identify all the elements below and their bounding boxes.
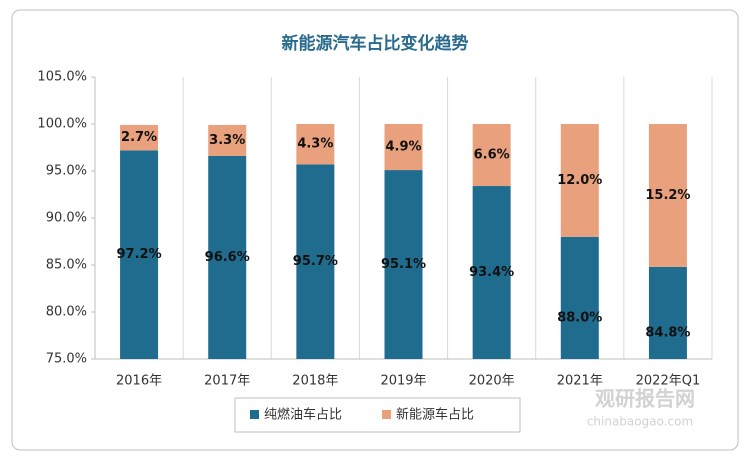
data-label: 97.2% (117, 247, 162, 262)
chart-title: 新能源汽车占比变化趋势 (282, 33, 469, 54)
x-tick-label: 2022年Q1 (636, 374, 701, 389)
bar-segment (208, 155, 247, 359)
y-tick-label: 85.0% (46, 258, 87, 273)
bar-segment (120, 124, 159, 151)
data-label: 88.0% (557, 310, 602, 325)
bar-segment (648, 266, 687, 359)
x-tick-label: 2018年 (292, 374, 338, 389)
data-label: 95.7% (293, 254, 338, 269)
bar-segment (384, 124, 423, 171)
data-label: 96.6% (205, 250, 250, 265)
y-tick-label: 95.0% (46, 164, 87, 179)
legend-label: 新能源车占比 (396, 407, 474, 423)
y-tick-label: 90.0% (46, 211, 87, 226)
x-tick-label: 2016年 (116, 374, 162, 389)
data-label: 84.8% (645, 325, 690, 340)
bar-segment (648, 124, 687, 267)
y-tick-label: 100.0% (37, 117, 87, 132)
bar-segment (296, 164, 335, 359)
bar-segment (208, 124, 247, 156)
data-label: 15.2% (645, 188, 690, 203)
bar-segment (560, 236, 599, 359)
bar-segment (472, 186, 511, 359)
bar-segment (472, 124, 511, 187)
bar-segment (120, 150, 159, 359)
data-label: 12.0% (557, 173, 602, 188)
data-label: 6.6% (474, 148, 510, 163)
data-label: 4.9% (385, 140, 421, 155)
frame (11, 9, 739, 451)
x-tick-label: 2021年 (557, 374, 603, 389)
data-label: 3.3% (209, 133, 245, 148)
data-label: 2.7% (121, 130, 157, 145)
y-tick-label: 80.0% (46, 305, 87, 320)
watermark: 观研报告网 (595, 387, 695, 411)
x-tick-label: 2020年 (469, 374, 515, 389)
y-tick-label: 105.0% (37, 70, 87, 85)
watermark-url: chinabaogao.com (587, 415, 693, 429)
legend-box (234, 397, 521, 433)
bar-segment (296, 124, 335, 165)
legend-swatch (250, 410, 259, 419)
data-label: 93.4% (469, 265, 514, 280)
x-tick-label: 2017年 (204, 374, 250, 389)
data-label: 4.3% (297, 137, 333, 152)
data-label: 95.1% (381, 257, 426, 272)
bar-segment (560, 124, 599, 237)
legend-swatch (382, 410, 391, 419)
y-tick-label: 75.0% (46, 352, 87, 367)
bar-segment (384, 170, 423, 359)
legend-label: 纯燃油车占比 (264, 407, 342, 423)
x-tick-label: 2019年 (380, 374, 426, 389)
